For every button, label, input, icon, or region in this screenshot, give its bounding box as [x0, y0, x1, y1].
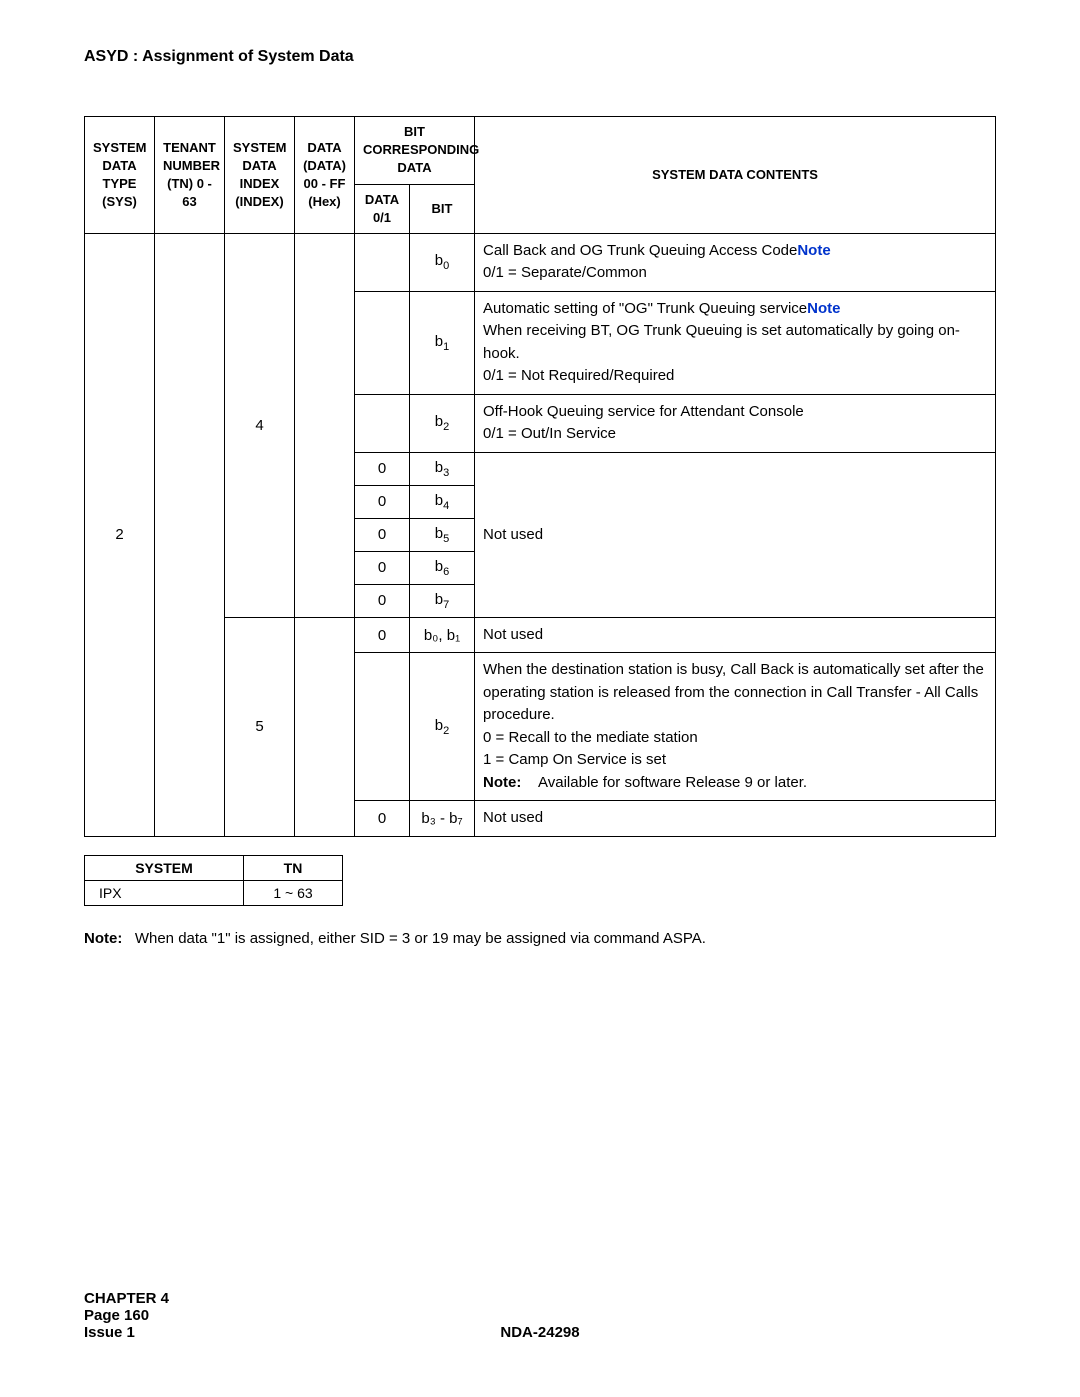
cell-bit-r7: b7 — [410, 584, 475, 617]
cell-data-r9 — [355, 653, 410, 801]
cell-idx4: 4 — [225, 233, 295, 617]
system-data-table: SYSTEM DATA TYPE (SYS) TENANT NUMBER (TN… — [84, 116, 996, 837]
cell-contents-r1: Automatic setting of "OG" Trunk Queuing … — [475, 291, 996, 394]
cell-data-r5: 0 — [355, 518, 410, 551]
cell-data-r3: 0 — [355, 452, 410, 485]
cell-bit-r10: b₃ - b₇ — [410, 801, 475, 837]
cell-bit-r0: b0 — [410, 233, 475, 291]
cell-data-r6: 0 — [355, 551, 410, 584]
cell-data-r7: 0 — [355, 584, 410, 617]
cell-sys: 2 — [85, 233, 155, 836]
cell-bit-r8: b₀, b₁ — [410, 617, 475, 653]
th-idx: SYSTEM DATA INDEX (INDEX) — [225, 117, 295, 234]
cell-bit-r2: b2 — [410, 394, 475, 452]
small-h2: TN — [244, 855, 343, 880]
cell-data-r2 — [355, 394, 410, 452]
note-link[interactable]: Note — [807, 300, 840, 317]
cell-hex4 — [295, 233, 355, 617]
cell-contents-notused: Not used — [475, 452, 996, 617]
cell-contents-r2: Off-Hook Queuing service for Attendant C… — [475, 394, 996, 452]
cell-data-r10: 0 — [355, 801, 410, 837]
footnote: Note: When data "1" is assigned, either … — [84, 930, 996, 947]
th-tn: TENANT NUMBER (TN) 0 - 63 — [155, 117, 225, 234]
small-r1c2: 1 ~ 63 — [244, 880, 343, 905]
th-hex: DATA (DATA) 00 - FF (Hex) — [295, 117, 355, 234]
cell-bit-r9: b2 — [410, 653, 475, 801]
cell-data-r4: 0 — [355, 485, 410, 518]
cell-contents-r10: Not used — [475, 801, 996, 837]
cell-bit-r1: b1 — [410, 291, 475, 394]
th-contents: SYSTEM DATA CONTENTS — [475, 117, 996, 234]
note-link[interactable]: Note — [797, 242, 830, 259]
cell-bit-r3: b3 — [410, 452, 475, 485]
cell-bit-r4: b4 — [410, 485, 475, 518]
cell-contents-r8: Not used — [475, 617, 996, 653]
th-sys: SYSTEM DATA TYPE (SYS) — [85, 117, 155, 234]
th-bitgroup: BIT CORRESPONDING DATA — [355, 117, 475, 185]
small-h1: SYSTEM — [85, 855, 244, 880]
cell-data-r8: 0 — [355, 617, 410, 653]
system-tn-table: SYSTEM TN IPX 1 ~ 63 — [84, 855, 343, 906]
th-bit: BIT — [410, 184, 475, 233]
cell-contents-r9: When the destination station is busy, Ca… — [475, 653, 996, 801]
cell-bit-r6: b6 — [410, 551, 475, 584]
cell-bit-r5: b5 — [410, 518, 475, 551]
footer-center: NDA-24298 — [0, 1324, 1080, 1341]
small-r1c1: IPX — [85, 880, 244, 905]
cell-tn — [155, 233, 225, 836]
cell-data-r1 — [355, 291, 410, 394]
page-title: ASYD : Assignment of System Data — [84, 48, 996, 66]
cell-contents-r0: Call Back and OG Trunk Queuing Access Co… — [475, 233, 996, 291]
cell-hex5 — [295, 617, 355, 836]
cell-data-r0 — [355, 233, 410, 291]
th-data01: DATA 0/1 — [355, 184, 410, 233]
cell-idx5: 5 — [225, 617, 295, 836]
